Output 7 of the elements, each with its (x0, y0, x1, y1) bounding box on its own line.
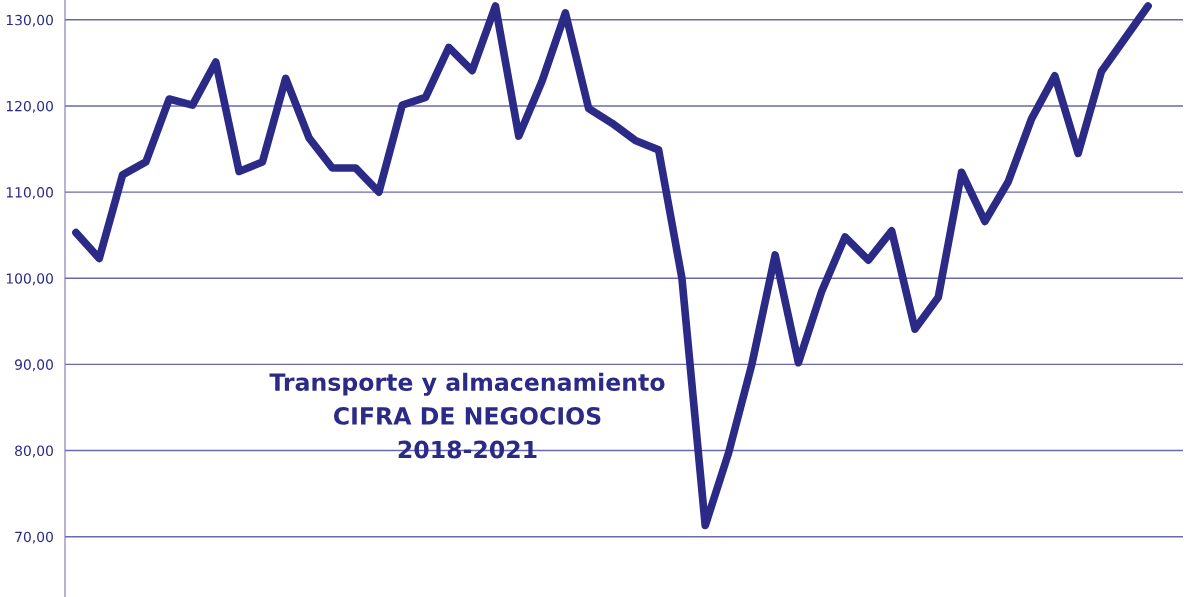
y-tick-label: 70,00 (15, 531, 53, 544)
y-tick-label: 100,00 (6, 273, 53, 286)
y-tick-label: 120,00 (6, 100, 53, 113)
y-tick-label: 90,00 (15, 359, 53, 372)
y-tick-label: 130,00 (6, 14, 53, 27)
y-tick-label: 80,00 (15, 445, 53, 458)
y-tick-label: 110,00 (6, 187, 53, 199)
